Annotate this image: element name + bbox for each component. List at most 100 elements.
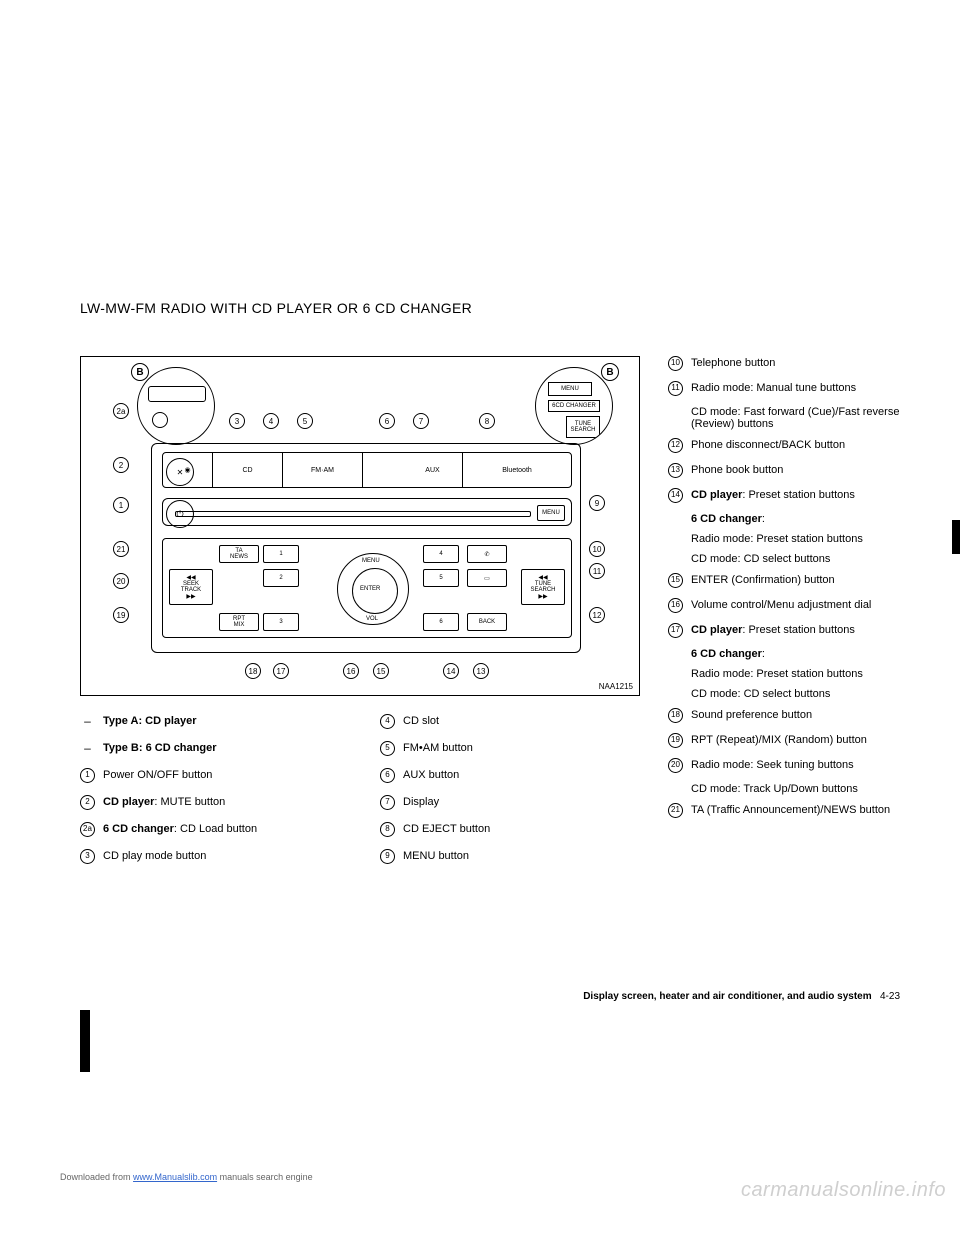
legend-text: Volume control/Menu adjustment dial xyxy=(691,598,871,612)
manualslib-link[interactable]: www.Manualslib.com xyxy=(133,1172,217,1182)
callout-17: 17 xyxy=(273,663,289,679)
callout-20: 20 xyxy=(113,573,129,589)
legend-number-icon: 4 xyxy=(380,714,395,729)
download-source-line: Downloaded from www.Manualslib.com manua… xyxy=(60,1172,313,1182)
legend-number-icon: 7 xyxy=(380,795,395,810)
legend-number-icon: 13 xyxy=(668,463,683,478)
legend-item: 14 CD player: Preset station buttons xyxy=(668,488,900,503)
legend-item: 9MENU button xyxy=(380,849,640,864)
legend-column-mid: 4CD slot5FM•AM button6AUX button7Display… xyxy=(380,714,640,876)
legend-number-icon: 1 xyxy=(80,768,95,783)
legend-text: TA (Traffic Announcement)/NEWS button xyxy=(691,803,890,817)
legend-column-right: 10 Telephone button 11 Radio mode: Manual t… xyxy=(668,356,900,876)
legend-text: CD slot xyxy=(403,714,439,728)
diagram-code: NAA1215 xyxy=(599,682,633,691)
legend-number-icon: 17 xyxy=(668,623,683,638)
zoom-inset-right: MENU 6CD CHANGER TUNESEARCH xyxy=(535,367,613,445)
callout-1: 1 xyxy=(113,497,129,513)
callout-7: 7 xyxy=(413,413,429,429)
cd-slot-graphic: MENU xyxy=(162,498,572,526)
callout-8: 8 xyxy=(479,413,495,429)
top-button-row: ◉ CD FM·AM AUX Bluetooth xyxy=(162,452,572,488)
inset-badge-b-left: B xyxy=(131,363,149,381)
legend-number-icon: 12 xyxy=(668,438,683,453)
callout-5: 5 xyxy=(297,413,313,429)
center-dial: MENU ENTER VOL xyxy=(337,553,409,625)
legend-item: –Type A: CD player xyxy=(80,714,340,729)
legend-text: Phone book button xyxy=(691,463,783,477)
callout-3: 3 xyxy=(229,413,245,429)
legend-item: 3 CD play mode button xyxy=(80,849,340,864)
legend-text: CD play mode button xyxy=(103,849,206,863)
legend-text: Power ON/OFF button xyxy=(103,768,212,782)
radio-diagram: B MENU 6CD CHANGER TUNESEARCH B ✕ ⏻ ◉ CD… xyxy=(80,356,640,696)
callout-19: 19 xyxy=(113,607,129,623)
legend-item: 21 TA (Traffic Announcement)/NEWS button xyxy=(668,803,900,818)
legend-item: 11 Radio mode: Manual tune buttons xyxy=(668,381,900,396)
legend-text: CD player: MUTE button xyxy=(103,795,225,809)
callout-21: 21 xyxy=(113,541,129,557)
legend-item: 12Phone disconnect/BACK button xyxy=(668,438,900,453)
callout-10: 10 xyxy=(589,541,605,557)
legend-subline: CD mode: CD select buttons xyxy=(691,553,900,565)
legend-item: 8 CD EJECT button xyxy=(380,822,640,837)
legend-item: 16Volume control/Menu adjustment dial xyxy=(668,598,900,613)
legend-item: 2a 6 CD changer: CD Load button xyxy=(80,822,340,837)
legend-column-left: –Type A: CD player–Type B: 6 CD changer1… xyxy=(80,714,340,876)
callout-12: 12 xyxy=(589,607,605,623)
legend-number-icon: 14 xyxy=(668,488,683,503)
callout-14: 14 xyxy=(443,663,459,679)
callout-2: 2 xyxy=(113,457,129,473)
legend-number-icon: 18 xyxy=(668,708,683,723)
legend-item: –Type B: 6 CD changer xyxy=(80,741,340,756)
legend-item: 20 Radio mode: Seek tuning buttons xyxy=(668,758,900,773)
legend-item: 5FM•AM button xyxy=(380,741,640,756)
legend-text: Radio mode: Seek tuning buttons xyxy=(691,758,854,772)
legend-text: Type B: 6 CD changer xyxy=(103,741,217,755)
legend-text: AUX button xyxy=(403,768,459,782)
legend-item: 1 Power ON/OFF button xyxy=(80,768,340,783)
legend-item: 17CD player: Preset station buttons xyxy=(668,623,900,638)
legend-number-icon: 3 xyxy=(80,849,95,864)
legend-subline: 6 CD changer: xyxy=(691,648,900,660)
legend-text: RPT (Repeat)/MIX (Random) button xyxy=(691,733,867,747)
legend-text: CD player: Preset station buttons xyxy=(691,488,855,502)
legend-item: 15ENTER (Confirmation) button xyxy=(668,573,900,588)
legend-item: 18Sound preference button xyxy=(668,708,900,723)
callout-6: 6 xyxy=(379,413,395,429)
legend-text: 6 CD changer: CD Load button xyxy=(103,822,257,836)
legend-dash-icon: – xyxy=(80,741,95,756)
legend-subline: CD mode: Track Up/Down buttons xyxy=(691,783,900,795)
legend-item: 4 CD slot xyxy=(380,714,640,729)
watermark: carmanualsonline.info xyxy=(741,1179,946,1202)
legend-dash-icon: – xyxy=(80,714,95,729)
legend-number-icon: 2a xyxy=(80,822,95,837)
callout-16: 16 xyxy=(343,663,359,679)
legend-number-icon: 15 xyxy=(668,573,683,588)
legend-text: Telephone button xyxy=(691,356,775,370)
legend-number-icon: 8 xyxy=(380,822,395,837)
legend-number-icon: 10 xyxy=(668,356,683,371)
radio-body: ✕ ⏻ ◉ CD FM·AM AUX Bluetooth MENU xyxy=(151,443,581,653)
legend-text: Radio mode: Manual tune buttons xyxy=(691,381,856,395)
callout-18: 18 xyxy=(245,663,261,679)
legend-item: 19 RPT (Repeat)/MIX (Random) button xyxy=(668,733,900,748)
inset-badge-b-right: B xyxy=(601,363,619,381)
legend-item: 6 AUX button xyxy=(380,768,640,783)
legend-subline: CD mode: Fast forward (Cue)/Fast reverse… xyxy=(691,406,900,430)
legend-subline: Radio mode: Preset station buttons xyxy=(691,533,900,545)
legend-text: CD EJECT button xyxy=(403,822,490,836)
legend-item: 10 Telephone button xyxy=(668,356,900,371)
side-tab xyxy=(952,520,960,554)
legend-number-icon: 11 xyxy=(668,381,683,396)
legend-number-icon: 6 xyxy=(380,768,395,783)
legend-number-icon: 21 xyxy=(668,803,683,818)
legend-subline: Radio mode: Preset station buttons xyxy=(691,668,900,680)
callout-2a: 2a xyxy=(113,403,129,419)
legend-number-icon: 19 xyxy=(668,733,683,748)
control-panel: MENU ENTER VOL TANEWS ◀◀SEEKTRACK▶▶ RPTM… xyxy=(162,538,572,638)
legend-subline: 6 CD changer: xyxy=(691,513,900,525)
bottom-tab xyxy=(80,1010,90,1072)
legend-number-icon: 20 xyxy=(668,758,683,773)
page-footer: Display screen, heater and air condition… xyxy=(583,991,900,1002)
